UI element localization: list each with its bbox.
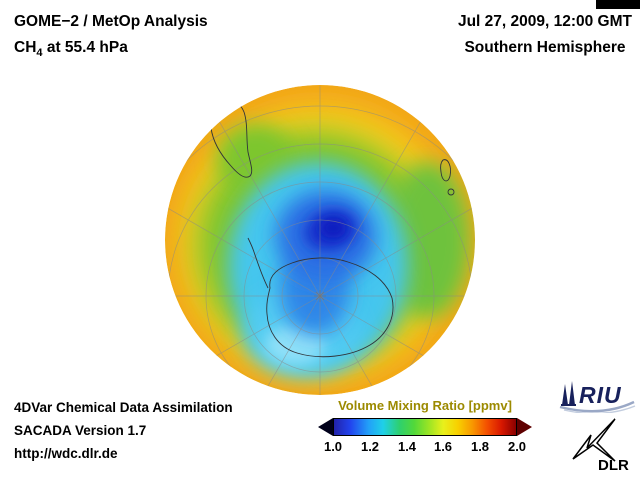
tick-label: 1.4 (397, 439, 417, 454)
colorbar-gradient (333, 418, 517, 436)
antarctic-peninsula-outline (247, 237, 269, 289)
colorbar-scale (318, 418, 532, 436)
species-pressure-level: CH4 at 55.4 hPa (14, 35, 208, 66)
colorbar-overflow-arrow (517, 418, 532, 436)
url-label: http://wdc.dlr.de (14, 446, 118, 461)
graticule (165, 86, 475, 395)
analysis-title: GOME−2 / MetOp Analysis (14, 13, 208, 30)
small-island-outline (447, 188, 455, 196)
south-pole-marker (314, 290, 326, 302)
tick-label: 1.8 (470, 439, 490, 454)
datetime-block: Jul 27, 2009, 12:00 GMT Southern Hemisph… (458, 9, 632, 61)
colorbar-underflow-arrow (318, 418, 333, 436)
assimilation-label: 4DVar Chemical Data Assimilation (14, 400, 233, 415)
tick-label: 1.0 (323, 439, 343, 454)
colorbar: Volume Mixing Ratio [ppmv] 1.0 1.2 1.4 1… (318, 398, 532, 455)
tick-label: 1.2 (360, 439, 380, 454)
dlr-logo: DLR (564, 418, 634, 477)
tick-label: 2.0 (507, 439, 527, 454)
antarctica-outline (266, 257, 394, 358)
colorbar-tick-labels: 1.0 1.2 1.4 1.6 1.8 2.0 (318, 439, 532, 455)
ch4-field-cyan-highlight (265, 325, 325, 365)
formula-prefix: CH (14, 39, 37, 56)
ch4-field-vortex-minimum (320, 218, 346, 238)
island-outline (440, 159, 451, 182)
riu-logo: RIU (558, 379, 636, 418)
formula-subscript: 4 (36, 47, 43, 60)
corner-bar (596, 0, 640, 9)
hemisphere-label: Southern Hemisphere (464, 39, 626, 56)
dlr-logo-text: DLR (598, 457, 629, 472)
datetime-label: Jul 27, 2009, 12:00 GMT (457, 13, 632, 30)
colorbar-title: Volume Mixing Ratio [ppmv] (338, 398, 512, 413)
formula-suffix: at 55.4 hPa (42, 39, 128, 56)
tick-label: 1.6 (433, 439, 453, 454)
title-block: GOME−2 / MetOp Analysis CH4 at 55.4 hPa (14, 9, 208, 66)
dlr-star-icon (572, 418, 616, 462)
cathedral-icon (561, 381, 576, 406)
version-label: SACADA Version 1.7 (14, 423, 147, 438)
credits-block: 4DVar Chemical Data Assimilation SACADA … (14, 396, 233, 465)
ch4-field-green-southamerica (217, 124, 293, 192)
riu-logo-text: RIU (579, 382, 622, 408)
